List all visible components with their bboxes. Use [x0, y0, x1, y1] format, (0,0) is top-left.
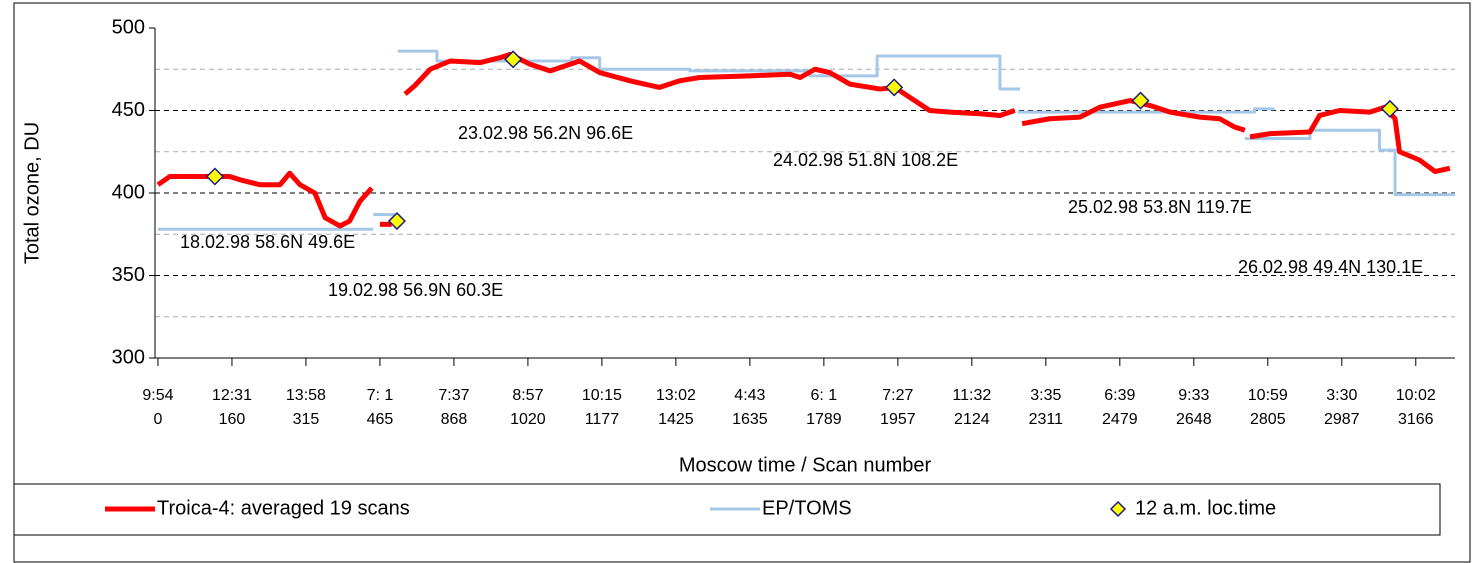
x-tick-label: 9:54 [142, 387, 173, 404]
y-tick-label: 500 [112, 16, 145, 38]
diamond-marker [1380, 99, 1399, 118]
x-tick-label: 7: 1 [367, 387, 394, 404]
x-tick-sublabel: 1177 [585, 411, 620, 428]
y-axis-title: Total ozone, DU [21, 122, 43, 264]
x-tick-sublabel: 465 [367, 411, 394, 428]
x-tick-label: 13:58 [286, 387, 326, 404]
x-tick-label: 9:33 [1178, 387, 1209, 404]
y-tick-label: 450 [112, 99, 145, 121]
x-tick-sublabel: 160 [219, 411, 246, 428]
annotation: 19.02.98 56.9N 60.3E [328, 280, 503, 300]
x-tick-sublabel: 315 [293, 411, 320, 428]
x-tick-label: 4:43 [734, 387, 765, 404]
series-line [1021, 98, 1246, 133]
x-tick-label: 3:30 [1326, 387, 1357, 404]
series-line [1244, 128, 1455, 197]
legend-label: Troica-4: averaged 19 scans [157, 497, 410, 519]
x-tick-sublabel: 1957 [880, 411, 916, 428]
diamond-marker [387, 211, 407, 231]
x-tick-sublabel: 1020 [510, 411, 546, 428]
x-tick-label: 13:02 [656, 387, 696, 404]
x-tick-sublabel: 0 [154, 411, 163, 428]
series-line [1017, 107, 1275, 114]
diamond-marker [504, 50, 523, 69]
x-tick-label: 10:59 [1248, 387, 1288, 404]
series-line [1249, 104, 1451, 175]
x-tick-label: 6:39 [1104, 387, 1135, 404]
x-tick-sublabel: 3166 [1398, 411, 1434, 428]
diamond-marker [1131, 91, 1150, 110]
x-tick-label: 10:02 [1396, 387, 1436, 404]
legend-box [13, 483, 1441, 536]
x-tick-sublabel: 2479 [1102, 411, 1138, 428]
legend-label: EP/TOMS [762, 497, 852, 519]
x-tick-label: 8:57 [512, 387, 543, 404]
x-tick-sublabel: 2987 [1324, 411, 1360, 428]
chart-frame [13, 2, 1471, 563]
annotation: 18.02.98 58.6N 49.6E [180, 232, 355, 252]
x-tick-sublabel: 2648 [1176, 411, 1212, 428]
x-tick-sublabel: 1425 [658, 411, 694, 428]
x-tick-label: 3:35 [1030, 387, 1061, 404]
x-tick-label: 7:27 [882, 387, 913, 404]
series-line [403, 51, 1016, 118]
x-tick-sublabel: 1789 [806, 411, 842, 428]
legend-label: 12 a.m. loc.time [1135, 497, 1276, 519]
x-tick-label: 12:31 [212, 387, 252, 404]
x-tick-sublabel: 2311 [1029, 411, 1064, 428]
series-line [397, 49, 1020, 91]
diamond-marker [205, 167, 224, 186]
x-tick-sublabel: 868 [441, 411, 468, 428]
x-tick-sublabel: 2124 [954, 411, 990, 428]
annotation: 23.02.98 56.2N 96.6E [458, 123, 633, 143]
y-tick-label: 400 [112, 181, 145, 203]
x-tick-label: 10:15 [582, 387, 622, 404]
series-line [156, 170, 374, 229]
x-tick-sublabel: 2805 [1250, 411, 1286, 428]
y-tick-label: 300 [112, 346, 145, 368]
annotation: 24.02.98 51.8N 108.2E [773, 150, 958, 170]
x-tick-label: 7:37 [438, 387, 469, 404]
x-tick-label: 11:32 [952, 387, 991, 404]
x-tick-sublabel: 1635 [732, 411, 768, 428]
legend-swatch [1109, 500, 1127, 518]
y-tick-label: 350 [112, 264, 145, 286]
annotation: 25.02.98 53.8N 119.7E [1068, 197, 1252, 217]
diamond-marker [885, 78, 904, 97]
x-tick-label: 6: 1 [811, 387, 838, 404]
annotation: 26.02.98 49.4N 130.1E [1238, 257, 1423, 277]
x-axis-title: Moscow time / Scan number [679, 454, 932, 476]
